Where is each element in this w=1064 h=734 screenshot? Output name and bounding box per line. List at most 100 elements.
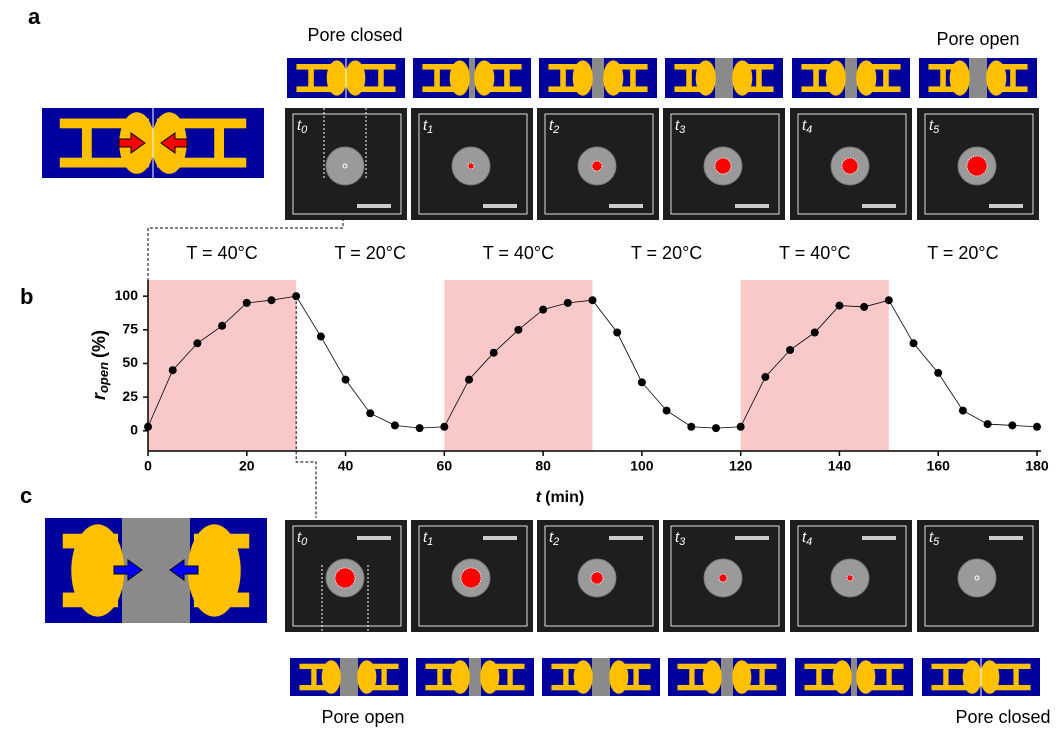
photo-frame bbox=[292, 113, 402, 215]
time-main: t bbox=[549, 529, 554, 546]
arm bbox=[548, 64, 588, 70]
heating-band bbox=[148, 280, 297, 451]
open-pore bbox=[591, 160, 603, 172]
open-pore bbox=[590, 571, 604, 585]
arm bbox=[737, 64, 774, 70]
x-tick-label: 140 bbox=[828, 458, 852, 474]
y-tick-label: 75 bbox=[122, 321, 138, 337]
data-point bbox=[390, 421, 399, 430]
scale-bar bbox=[989, 204, 1023, 208]
photo-frame bbox=[797, 525, 907, 627]
time-sub: 1 bbox=[427, 124, 433, 136]
pore-gap bbox=[851, 658, 857, 696]
arm bbox=[737, 663, 777, 670]
band-label: T = 20°C bbox=[631, 243, 702, 263]
time-main: t bbox=[929, 529, 934, 546]
closed-pore bbox=[342, 163, 348, 169]
band-label: T = 40°C bbox=[483, 243, 554, 263]
x-tick-label: 60 bbox=[437, 458, 453, 474]
time-label: t0 bbox=[297, 529, 308, 548]
blob bbox=[986, 60, 1007, 96]
arm bbox=[804, 684, 847, 691]
photo-frame bbox=[544, 525, 654, 627]
time-sub: 2 bbox=[552, 124, 559, 136]
data-point bbox=[662, 406, 671, 415]
arm bbox=[801, 86, 841, 92]
arm bbox=[614, 663, 651, 670]
schematic bbox=[792, 58, 910, 98]
arm bbox=[1010, 66, 1016, 90]
time-label: t1 bbox=[423, 529, 433, 548]
y-tick-label: 25 bbox=[122, 388, 138, 404]
open-pore bbox=[714, 157, 732, 175]
time-sub: 4 bbox=[806, 536, 812, 548]
data-point bbox=[193, 339, 202, 348]
blob bbox=[480, 660, 500, 694]
arm bbox=[81, 123, 92, 163]
time-sub: 4 bbox=[806, 124, 812, 136]
arm bbox=[296, 86, 342, 92]
time-label: t1 bbox=[423, 117, 433, 136]
arm bbox=[551, 684, 588, 691]
caption: Pore open bbox=[936, 29, 1019, 49]
scale-bar bbox=[735, 536, 769, 540]
time-main: t bbox=[423, 529, 428, 546]
y-tick-label: 100 bbox=[115, 287, 139, 303]
arrow bbox=[160, 132, 188, 154]
arm bbox=[614, 684, 651, 691]
arm bbox=[861, 64, 901, 70]
x-tick-label: 80 bbox=[535, 458, 551, 474]
scale-bar bbox=[357, 204, 391, 208]
pore-disc bbox=[957, 558, 997, 598]
x-tick-label: 160 bbox=[927, 458, 951, 474]
y-axis-label: ropen (%) bbox=[89, 330, 112, 400]
y-tick-label: 0 bbox=[130, 422, 138, 438]
arm bbox=[560, 66, 566, 90]
pore-gap bbox=[721, 658, 733, 696]
arm bbox=[299, 663, 336, 670]
schematic bbox=[290, 658, 408, 696]
arm bbox=[816, 666, 822, 688]
scale-bar bbox=[862, 204, 896, 208]
arm bbox=[350, 64, 396, 70]
blob bbox=[357, 660, 377, 694]
data-point bbox=[835, 301, 844, 310]
arm bbox=[813, 66, 819, 90]
time-label: t5 bbox=[929, 529, 940, 548]
x-tick-label: 120 bbox=[729, 458, 753, 474]
time-main: t bbox=[802, 529, 807, 546]
schematic bbox=[665, 58, 783, 98]
arm bbox=[296, 64, 342, 70]
pore-gap bbox=[340, 658, 358, 696]
data-point bbox=[761, 372, 770, 381]
arm bbox=[214, 123, 225, 163]
x-label-main: t bbox=[536, 489, 542, 506]
time-main: t bbox=[675, 529, 680, 546]
time-label: t2 bbox=[549, 117, 559, 136]
x-axis-label: t (min) bbox=[536, 489, 584, 506]
blob bbox=[187, 524, 241, 617]
connector bbox=[147, 218, 344, 280]
data-point bbox=[341, 375, 350, 384]
scale-bar bbox=[735, 204, 769, 208]
arm bbox=[563, 666, 569, 688]
time-label: t3 bbox=[675, 117, 686, 136]
arm bbox=[59, 118, 150, 129]
arm bbox=[940, 66, 946, 90]
schematic bbox=[922, 658, 1040, 696]
scale-bar bbox=[989, 536, 1023, 540]
data-point bbox=[786, 346, 795, 355]
data-point bbox=[316, 332, 325, 341]
arm bbox=[861, 684, 904, 691]
pore-disc bbox=[325, 146, 365, 186]
arm bbox=[928, 64, 965, 70]
scale-bar bbox=[862, 536, 896, 540]
arm bbox=[804, 663, 847, 670]
arm bbox=[425, 684, 465, 691]
time-sub: 5 bbox=[933, 124, 940, 136]
caption: Pore closed bbox=[955, 707, 1050, 727]
data-point bbox=[637, 378, 646, 387]
arm bbox=[157, 157, 247, 168]
arm bbox=[985, 684, 1031, 691]
schematic bbox=[542, 658, 660, 696]
